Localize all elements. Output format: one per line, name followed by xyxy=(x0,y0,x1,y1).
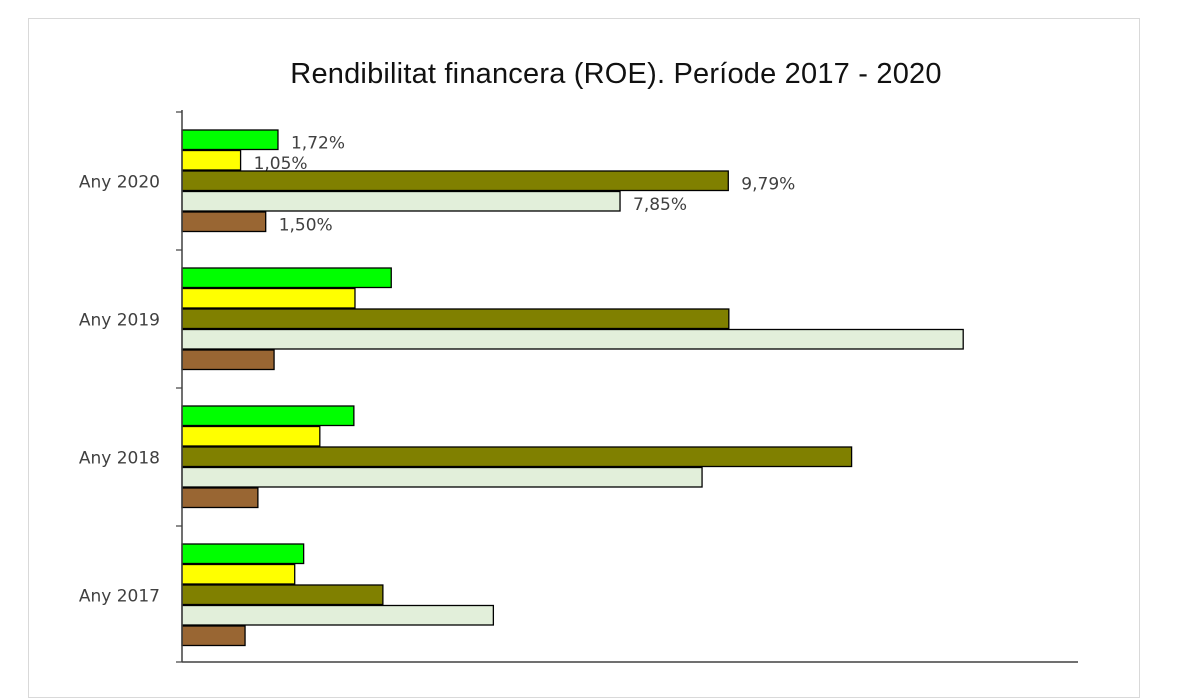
bar xyxy=(181,604,495,626)
bar-group: Any 2020 1,72%1,05% 9,79% 7,85% 1,50% xyxy=(79,129,795,236)
bar xyxy=(181,405,355,427)
bar xyxy=(181,170,729,192)
bar xyxy=(181,149,242,171)
data-label: 1,72% xyxy=(291,134,345,154)
bar xyxy=(181,267,392,289)
data-label: 1,50% xyxy=(279,216,333,236)
category-label: Any 2020 xyxy=(79,172,160,192)
bar xyxy=(181,543,305,565)
bar xyxy=(181,466,703,488)
data-label: 9,79% xyxy=(741,175,795,195)
bar xyxy=(181,425,321,447)
category-label: Any 2019 xyxy=(79,310,160,330)
bar xyxy=(181,129,279,151)
data-label: 7,85% xyxy=(633,195,687,215)
bar-group: Any 2019 xyxy=(79,267,964,371)
bar xyxy=(181,349,275,371)
bar xyxy=(181,563,296,585)
bar xyxy=(181,487,259,509)
bar xyxy=(181,584,384,606)
bar xyxy=(181,190,621,212)
chart-title: Rendibilitat financera (ROE). Període 20… xyxy=(290,58,942,90)
bar xyxy=(181,328,964,350)
bar xyxy=(181,211,267,233)
category-label: Any 2017 xyxy=(79,586,160,606)
category-label: Any 2018 xyxy=(79,448,160,468)
chart-plot: Any 2020 1,72%1,05% 9,79% 7,85% 1,50% Any 201… xyxy=(79,110,1078,663)
data-label: 1,05% xyxy=(254,154,308,174)
bar xyxy=(181,446,853,468)
bar xyxy=(181,625,246,647)
bar xyxy=(181,287,356,309)
bar-group: Any 2017 xyxy=(79,543,495,647)
bar-group: Any 2018 xyxy=(79,405,853,509)
bar xyxy=(181,308,730,330)
